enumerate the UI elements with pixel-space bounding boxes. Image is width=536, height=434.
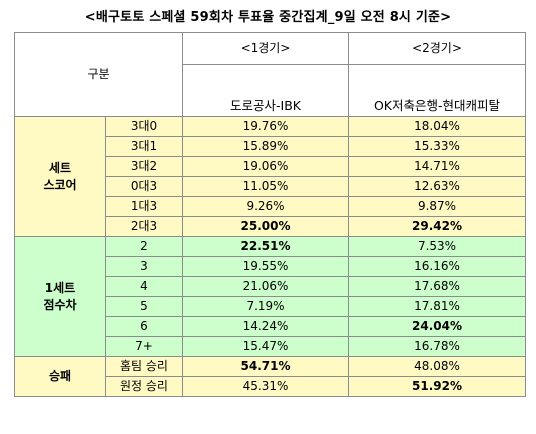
table-row: 4 21.06% 17.68% <box>15 276 526 297</box>
match2-rate: 16.78% <box>348 336 526 357</box>
row-label: 4 <box>105 276 183 297</box>
row-label: 5 <box>105 296 183 317</box>
row-label: 7+ <box>105 336 183 357</box>
category-label: 점수차 <box>43 297 77 312</box>
category-label: 승패 <box>48 369 72 383</box>
header-match1: <1경기> <box>182 32 349 65</box>
row-label: 원정 승리 <box>105 376 183 397</box>
header-gubun: 구분 <box>14 32 183 117</box>
match1-rate: 11.05% <box>182 176 349 197</box>
row-label: 홈팀 승리 <box>105 356 183 377</box>
table-row: 원정 승리 45.31% 51.92% <box>15 376 526 397</box>
category-label: 1세트 <box>44 280 76 295</box>
match2-rate: 14.71% <box>348 156 526 177</box>
match1-rate: 21.06% <box>182 276 349 297</box>
match2-rate: 24.04% <box>348 316 526 337</box>
table-row: 0대3 11.05% 12.63% <box>15 176 526 197</box>
match1-rate: 14.24% <box>182 316 349 337</box>
table-row: 세트 스코어 3대0 19.76% 18.04% <box>14 116 526 237</box>
match1-rate: 54.71% <box>182 356 349 377</box>
category-label: 스코어 <box>43 177 77 192</box>
row-label: 1대3 <box>105 196 183 217</box>
match2-rate: 29.42% <box>348 216 526 237</box>
match2-rate: 48.08% <box>348 356 526 377</box>
category-label: 세트 <box>48 160 72 175</box>
match1-rate: 15.89% <box>182 136 349 157</box>
row-label: 6 <box>105 316 183 337</box>
match2-rate: 18.04% <box>348 116 526 137</box>
row-label: 2대3 <box>105 216 183 237</box>
match2-rate: 51.92% <box>348 376 526 397</box>
row-label: 3대1 <box>105 136 183 157</box>
match1-rate: 22.51% <box>182 236 349 257</box>
match1-rate: 15.47% <box>182 336 349 357</box>
match1-rate: 9.26% <box>182 196 349 217</box>
match2-rate: 9.87% <box>348 196 526 217</box>
table-row: 2대3 25.00% 29.42% <box>15 216 526 237</box>
table-row: 7+ 15.47% 16.78% <box>15 336 526 357</box>
match2-rate: 12.63% <box>348 176 526 197</box>
table-row: 3대1 15.89% 15.33% <box>15 136 526 157</box>
header-match2: <2경기> <box>348 32 526 65</box>
row-label: 3대0 <box>105 116 183 137</box>
category-cell: 승패 <box>14 356 106 397</box>
match2-rate: 7.53% <box>348 236 526 257</box>
match1-rate: 25.00% <box>182 216 349 237</box>
match1-rate: 19.06% <box>182 156 349 177</box>
match1-rate: 7.19% <box>182 296 349 317</box>
page-title: <배구토토 스페셜 59회차 투표율 중간집계_9일 오전 8시 기준> <box>84 10 452 25</box>
table-row: 승패 홈팀 승리 54.71% 48.08% <box>14 356 526 397</box>
match1-rate: 19.55% <box>182 256 349 277</box>
match2-rate: 17.68% <box>348 276 526 297</box>
table-row: 3대2 19.06% 14.71% <box>15 156 526 177</box>
header-row-match: 구분 <1경기> <2경기> <box>14 32 526 117</box>
row-label: 2 <box>105 236 183 257</box>
row-label: 0대3 <box>105 176 183 197</box>
match2-rate: 16.16% <box>348 256 526 277</box>
row-label: 3 <box>105 256 183 277</box>
table-row: 5 7.19% 17.81% <box>15 296 526 317</box>
table-row: 3 19.55% 16.16% <box>15 256 526 277</box>
table-row: 1대3 9.26% 9.87% <box>15 196 526 217</box>
match1-rate: 19.76% <box>182 116 349 137</box>
header-team1: 도로공사-IBK <box>182 64 349 117</box>
header-team2: OK저축은행-현대캐피탈 <box>348 64 526 117</box>
match2-rate: 17.81% <box>348 296 526 317</box>
row-label: 3대2 <box>105 156 183 177</box>
table-row: 1세트 점수차 2 22.51% 7.53% <box>14 236 526 357</box>
table-row: 6 14.24% 24.04% <box>15 316 526 337</box>
match1-rate: 45.31% <box>182 376 349 397</box>
match2-rate: 15.33% <box>348 136 526 157</box>
header-row-team: 도로공사-IBK OK저축은행-현대캐피탈 <box>15 64 526 117</box>
